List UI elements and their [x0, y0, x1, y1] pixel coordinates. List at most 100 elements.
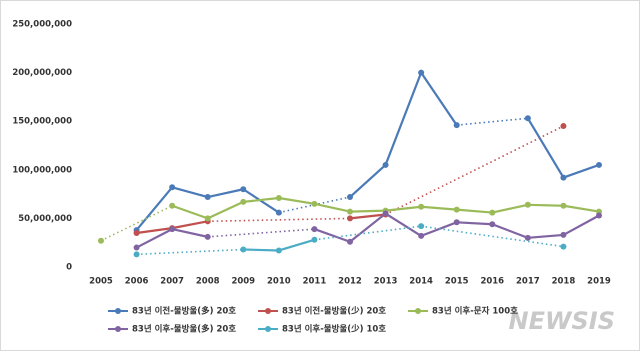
point	[98, 237, 104, 244]
point	[560, 174, 567, 181]
point	[240, 246, 247, 253]
line-segment	[527, 203, 564, 207]
line-segment	[456, 208, 493, 214]
line-segment	[456, 221, 493, 226]
point	[382, 210, 389, 217]
x-tick-label: 2010	[267, 277, 291, 287]
line-segment	[526, 117, 565, 179]
x-tick-label: 2017	[516, 277, 540, 287]
y-tick-label: 50,000,000	[18, 214, 72, 224]
y-tick-label: 100,000,000	[12, 165, 72, 175]
legend-marker	[415, 308, 421, 314]
point	[560, 202, 567, 209]
point	[311, 236, 318, 243]
legend-label: 83년 이전-물방울(少) 20호	[282, 306, 386, 317]
line-segment	[314, 202, 351, 213]
point	[382, 161, 389, 168]
line-segment	[349, 212, 387, 243]
point	[524, 201, 531, 208]
line-segment	[136, 227, 173, 235]
point	[347, 238, 353, 245]
x-tick-label: 2015	[445, 277, 469, 287]
point	[560, 123, 567, 130]
watermark: NEWSIS	[509, 307, 615, 335]
gap-connector	[456, 117, 528, 126]
point	[453, 206, 460, 213]
line-segment	[171, 204, 209, 220]
point	[133, 251, 140, 258]
line-segment	[349, 164, 387, 198]
line-segment	[135, 186, 173, 231]
point	[275, 209, 282, 216]
point	[560, 243, 567, 250]
line-segment	[563, 204, 600, 213]
legend-label: 83년 이후-물방울(多) 20호	[132, 324, 236, 335]
line-segment	[349, 213, 386, 220]
point	[133, 244, 140, 251]
x-tick-label: 2019	[587, 277, 611, 287]
line-segment	[385, 205, 422, 212]
point	[418, 223, 425, 230]
point	[204, 194, 211, 201]
point	[489, 209, 496, 216]
line-segment	[243, 248, 279, 252]
y-tick-label: 0	[66, 263, 72, 273]
line-segment	[171, 220, 208, 230]
x-tick-label: 2018	[552, 277, 576, 287]
point	[169, 226, 176, 233]
x-tick-label: 2006	[125, 277, 149, 287]
x-tick-label: 2007	[160, 277, 184, 287]
x-tick-label: 2008	[196, 277, 220, 287]
point	[560, 231, 567, 238]
line-segment	[171, 228, 208, 238]
point	[489, 221, 496, 228]
point	[311, 200, 318, 207]
point	[204, 215, 211, 222]
x-tick-label: 2009	[231, 277, 255, 287]
point	[418, 69, 425, 76]
point	[596, 212, 602, 219]
y-tick-label: 250,000,000	[12, 20, 72, 30]
point	[169, 202, 176, 209]
point	[418, 232, 425, 239]
line-segment	[563, 163, 600, 179]
line-segment	[136, 228, 173, 249]
point	[240, 186, 247, 193]
line-segment	[420, 71, 458, 126]
line-segment	[492, 203, 529, 214]
point	[347, 208, 353, 215]
line-segment	[278, 238, 315, 252]
legend-label: 83년 이후-문자 100호	[432, 306, 518, 317]
line-segment	[349, 209, 386, 213]
line-segment	[278, 196, 315, 205]
gap-connector	[207, 217, 351, 223]
line-segment	[243, 196, 279, 203]
point	[524, 115, 531, 122]
x-tick-label: 2012	[338, 277, 362, 287]
line-segment	[562, 214, 600, 236]
point	[133, 229, 140, 236]
x-tick-label: 2011	[303, 277, 327, 287]
x-tick-label: 2005	[89, 277, 113, 287]
line-segment	[314, 228, 351, 243]
line-segment	[421, 205, 457, 211]
gap-connector	[421, 225, 564, 248]
legend-marker	[265, 326, 271, 332]
x-tick-label: 2013	[374, 277, 398, 287]
gap-connector	[385, 125, 564, 216]
point	[347, 215, 353, 222]
point	[240, 198, 247, 205]
line-segment	[527, 233, 564, 239]
point	[204, 233, 211, 240]
y-tick-label: 150,000,000	[12, 117, 72, 127]
line-segment	[384, 72, 423, 166]
point	[418, 203, 425, 210]
point	[596, 161, 602, 168]
point	[169, 184, 176, 191]
legend-label: 83년 이전-물방울(多) 20호	[132, 306, 236, 317]
point	[347, 194, 353, 201]
point	[275, 247, 282, 254]
legend-marker	[265, 308, 271, 314]
